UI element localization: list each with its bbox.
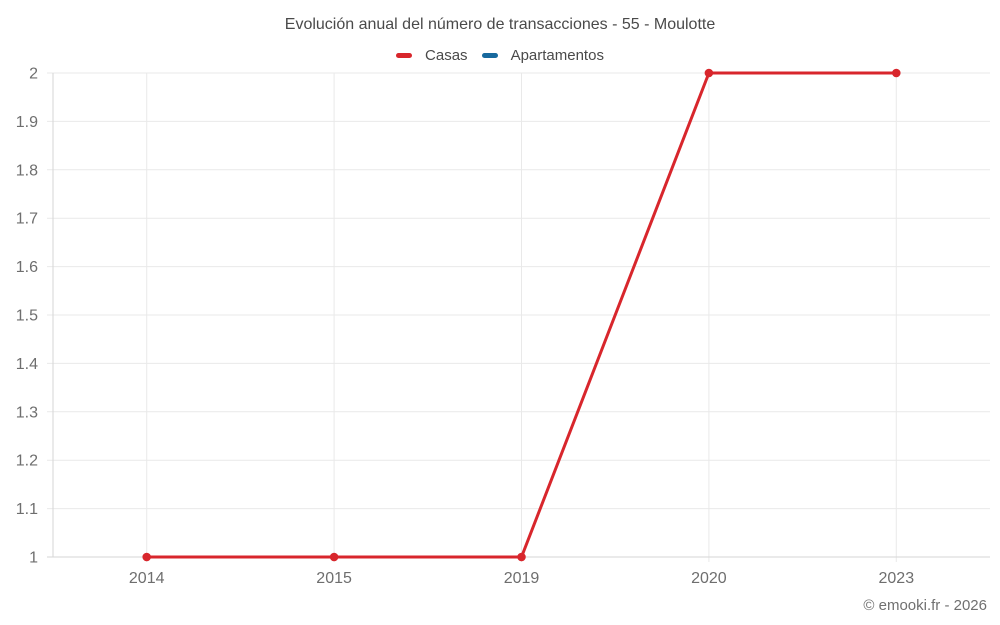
data-point-casas-2020 [704,68,714,78]
legend-item-apartamentos[interactable]: Apartamentos [481,47,604,64]
legend: Casas Apartamentos [0,47,1000,64]
casas-series-swatch-icon [396,53,413,58]
data-point-casas-2015 [329,552,339,562]
legend-label-apartamentos: Apartamentos [510,47,604,64]
y-tick-label: 1.7 [16,211,38,228]
x-tick-label: 2020 [691,570,727,587]
y-tick-label: 2 [29,66,38,83]
y-tick-label: 1.6 [16,259,38,276]
y-tick-label: 1.3 [16,404,38,421]
y-tick-label: 1.1 [16,501,38,518]
x-tick-label: 2023 [879,570,915,587]
data-point-casas-2019 [517,552,526,562]
y-tick-label: 1.4 [16,356,38,373]
x-tick-label: 2015 [316,570,352,587]
data-point-casas-2014 [142,552,151,562]
y-tick-label: 1 [29,550,38,567]
apartamentos-series-swatch-icon [481,53,498,58]
x-tick-label: 2019 [504,570,540,587]
y-tick-label: 1.9 [16,114,38,131]
y-tick-label: 1.8 [16,162,38,179]
y-tick-label: 1.5 [16,308,38,325]
chart-title: Evolución anual del número de transaccio… [284,16,716,33]
x-tick-label: 2014 [129,570,165,587]
legend-label-casas: Casas [425,47,468,64]
data-point-casas-2023 [892,68,901,78]
legend-item-casas[interactable]: Casas [396,47,468,64]
y-tick-label: 1.2 [16,453,38,470]
copyright: © emooki.fr - 2026 [863,597,987,614]
